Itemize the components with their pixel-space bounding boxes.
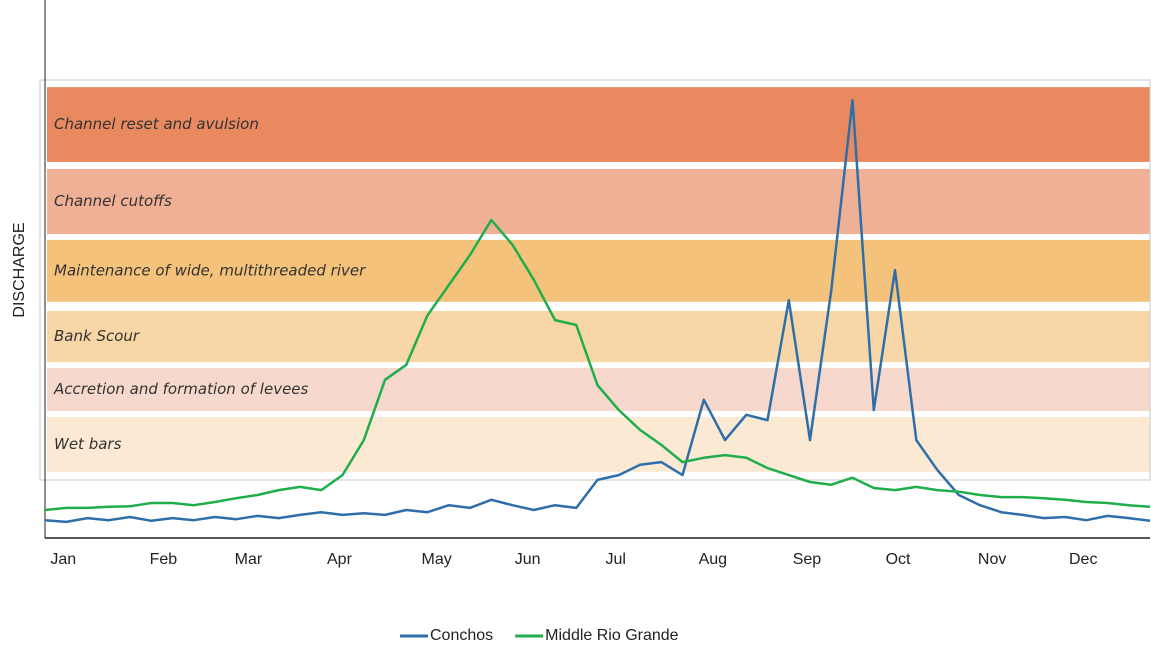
band (47, 239, 1150, 302)
x-tick-label: Mar (235, 551, 263, 568)
bands-layer: Channel reset and avulsion Channel cutoff… (47, 87, 1150, 472)
band (47, 310, 1150, 363)
band (47, 367, 1150, 412)
legend: Conchos Middle Rio Grande (400, 627, 679, 644)
x-tick-label: Aug (699, 551, 727, 568)
x-tick-label: Jun (515, 551, 541, 568)
legend-label: Middle Rio Grande (545, 627, 679, 644)
x-tick-label: Jul (605, 551, 625, 568)
x-tick-label: Sep (793, 551, 822, 568)
band (47, 168, 1150, 235)
band-label: Accretion and formation of levees (53, 380, 309, 398)
series-line (44, 218, 1151, 512)
band-label: Wet bars (54, 435, 122, 453)
legend-label: Conchos (430, 627, 493, 644)
lines-layer (44, 98, 1151, 524)
x-tick-label: Nov (978, 551, 1006, 568)
band (47, 87, 1150, 162)
x-tick-label: May (421, 551, 451, 568)
x-tick-label: Oct (886, 551, 911, 568)
x-tick-label: Apr (327, 551, 353, 568)
x-tick-label: Dec (1069, 551, 1097, 568)
band (47, 416, 1150, 472)
x-tick-label: Feb (150, 551, 178, 568)
band-label: Channel cutoffs (54, 192, 172, 210)
band-label: Channel reset and avulsion (54, 115, 259, 133)
band-label: Bank Scour (54, 327, 140, 345)
band-frame (39, 79, 1151, 481)
y-axis-title: DISCHARGE (11, 222, 28, 317)
band-label: Maintenance of wide, multithreaded river (54, 261, 366, 279)
x-tick-label: Jan (50, 551, 76, 568)
series-line (44, 98, 1151, 524)
